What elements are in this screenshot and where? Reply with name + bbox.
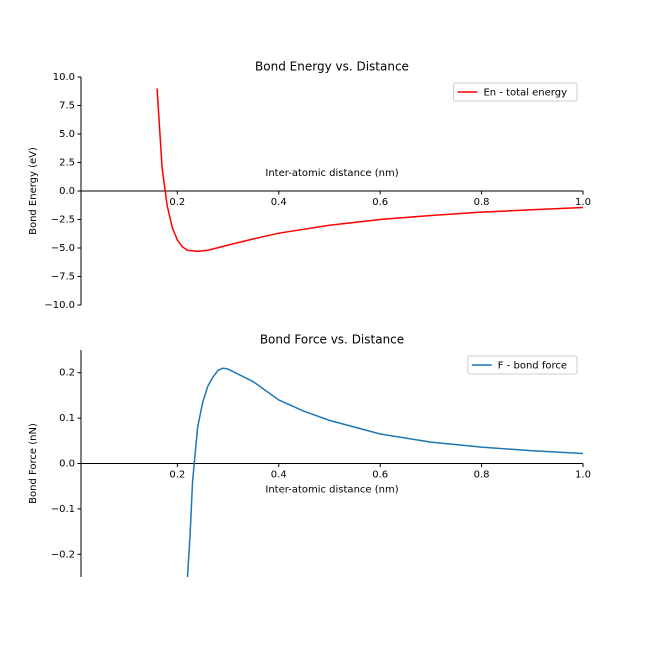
y-tick-label: 0.1	[59, 413, 75, 424]
y-tick-label: −5.0	[51, 243, 75, 254]
y-tick-label: 0.0	[59, 459, 75, 470]
x-tick-label: 0.4	[271, 197, 287, 208]
plot-lines	[156, 88, 583, 253]
x-tick-label: 1.0	[575, 470, 591, 481]
x-tick-label: 0.8	[474, 470, 490, 481]
x-tick-label: 0.4	[271, 470, 287, 481]
x-tick-label: 0.2	[169, 197, 185, 208]
y-tick-label: −0.2	[51, 549, 75, 560]
legend: En - total energy	[452, 82, 578, 102]
x-tick-label: 0.2	[169, 470, 185, 481]
y-tick-label: −10.0	[44, 300, 75, 311]
x-tick-label: 0.8	[474, 197, 490, 208]
x-tick-label: 1.0	[575, 197, 591, 208]
legend-box	[452, 82, 578, 102]
chart-title: Bond Energy vs. Distance	[255, 60, 409, 74]
y-tick-label: −2.5	[51, 215, 75, 226]
legend-label: En - total energy	[483, 88, 567, 99]
x-tick-label: 0.6	[372, 197, 388, 208]
x-tick-label: 0.6	[372, 470, 388, 481]
x-axis-label: Inter-atomic distance (nm)	[265, 168, 398, 179]
chart-title: Bond Force vs. Distance	[260, 333, 404, 347]
y-tick-label: 10.0	[53, 72, 75, 83]
y-tick-label: 2.5	[59, 158, 75, 169]
y-tick-label: 7.5	[59, 101, 75, 112]
chart: Bond Energy vs. Distance −10.0 −7.5 −5.0 −2.…	[28, 60, 591, 312]
legend-box	[467, 355, 578, 375]
y-axis-label: Bond Energy (eV)	[28, 147, 39, 235]
x-axis-label: Inter-atomic distance (nm)	[265, 485, 398, 496]
y-tick-label: 0.0	[59, 186, 75, 197]
data-line	[156, 88, 583, 253]
legend-label: F - bond force	[498, 361, 567, 372]
legend: F - bond force	[467, 355, 578, 375]
y-tick-label: 5.0	[59, 129, 75, 140]
chart: Bond Force vs. Distance −0.2 −0.1 0.0 0.1 0.2…	[28, 333, 591, 577]
data-line	[186, 367, 583, 577]
plot-lines	[186, 367, 583, 577]
y-tick-label: −0.1	[51, 504, 75, 515]
y-tick-label: −7.5	[51, 272, 75, 283]
y-axis-label: Bond Force (nN)	[28, 423, 39, 504]
y-tick-label: 0.2	[59, 368, 75, 379]
